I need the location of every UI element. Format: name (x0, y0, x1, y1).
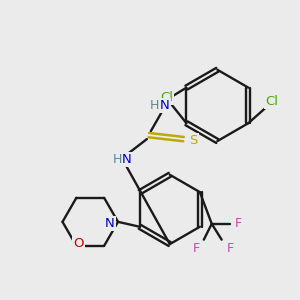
Text: F: F (192, 242, 200, 255)
Text: H: H (150, 99, 160, 112)
Text: N: N (160, 99, 169, 112)
Text: F: F (227, 242, 234, 255)
Text: N: N (122, 153, 132, 167)
Text: Cl: Cl (266, 95, 278, 108)
Text: F: F (235, 217, 242, 230)
Text: N: N (105, 217, 115, 230)
Text: H: H (112, 153, 122, 167)
Text: S: S (189, 134, 198, 147)
Text: O: O (73, 237, 84, 250)
Text: Cl: Cl (160, 91, 173, 104)
